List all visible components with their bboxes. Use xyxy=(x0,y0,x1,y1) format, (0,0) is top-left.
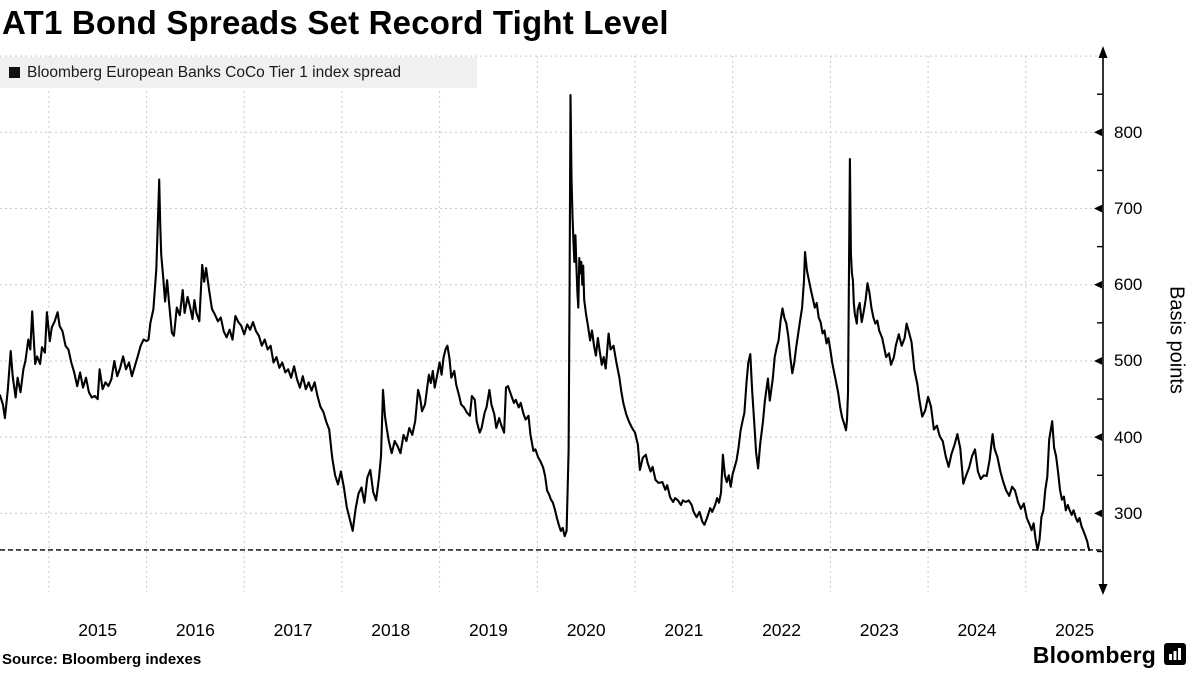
y-tick-label-400: 400 xyxy=(1114,427,1143,447)
legend-label: Bloomberg European Banks CoCo Tier 1 ind… xyxy=(27,63,401,81)
y-tick-label-500: 500 xyxy=(1114,351,1143,371)
chart-title: AT1 Bond Spreads Set Record Tight Level xyxy=(2,4,669,41)
y-major-tick-800 xyxy=(1094,128,1102,137)
x-tick-label-2021: 2021 xyxy=(664,620,704,640)
y-major-tick-700 xyxy=(1094,204,1102,213)
x-tick-label-2022: 2022 xyxy=(762,620,801,640)
y-axis-bottom-arrow-icon xyxy=(1098,584,1108,595)
y-axis-title: Basis points xyxy=(1165,286,1188,394)
legend-square-icon xyxy=(9,67,20,78)
source-note: Source: Bloomberg indexes xyxy=(2,651,202,668)
y-major-tick-500 xyxy=(1094,357,1102,365)
x-tick-label-2020: 2020 xyxy=(566,620,606,640)
x-tick-label-2016: 2016 xyxy=(175,620,215,640)
x-tick-label-2017: 2017 xyxy=(273,620,313,640)
bloomberg-wordmark: Bloomberg xyxy=(1032,642,1156,668)
x-tick-label-2018: 2018 xyxy=(371,620,411,640)
y-axis-top-arrow-icon xyxy=(1098,46,1108,58)
bloomberg-logo: Bloomberg xyxy=(1033,642,1186,669)
x-tick-label-2025: 2025 xyxy=(1055,620,1095,640)
y-tick-label-800: 800 xyxy=(1114,122,1143,142)
x-tick-label-2015: 2015 xyxy=(78,620,118,640)
y-major-tick-400 xyxy=(1094,433,1102,441)
spread-series-line xyxy=(0,93,1091,552)
bloomberg-bars-icon xyxy=(1164,643,1186,670)
y-tick-label-600: 600 xyxy=(1114,275,1143,295)
legend: Bloomberg European Banks CoCo Tier 1 ind… xyxy=(0,57,477,88)
y-major-tick-600 xyxy=(1094,280,1102,289)
y-tick-label-700: 700 xyxy=(1114,199,1143,219)
x-tick-label-2023: 2023 xyxy=(859,620,899,640)
y-major-tick-300 xyxy=(1094,509,1102,518)
x-tick-label-2019: 2019 xyxy=(468,620,508,640)
x-tick-label-2024: 2024 xyxy=(957,620,997,640)
y-tick-label-300: 300 xyxy=(1114,503,1143,523)
